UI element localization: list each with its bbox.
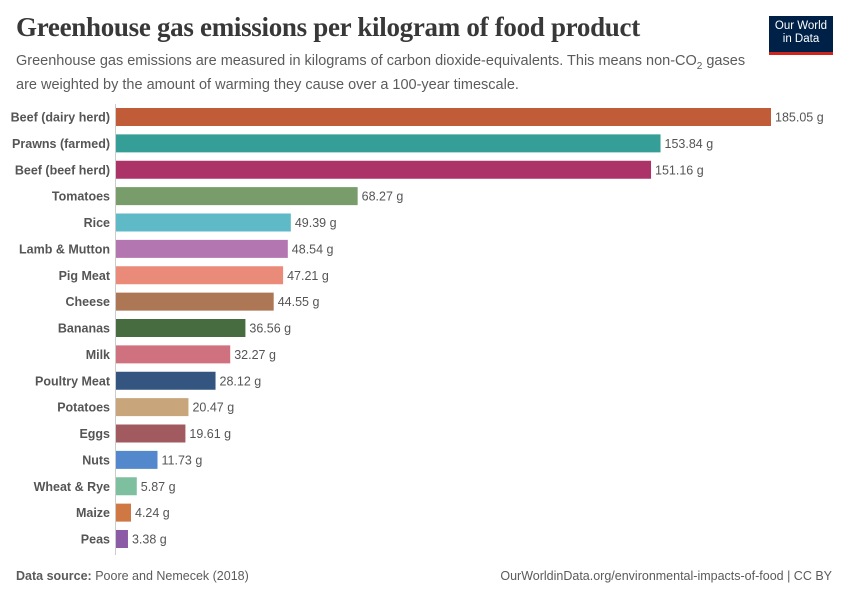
value-label: 151.16 g: [655, 163, 704, 177]
value-label: 44.55 g: [278, 295, 320, 309]
bar[interactable]: [116, 450, 158, 469]
bar[interactable]: [116, 108, 771, 126]
source-text: Poore and Nemecek (2018): [95, 569, 249, 583]
bar[interactable]: [116, 503, 132, 522]
category-label: Lamb & Mutton: [19, 242, 110, 256]
value-label: 19.61 g: [189, 427, 231, 441]
value-label: 3.38 g: [132, 533, 167, 547]
category-label: Beef (beef herd): [15, 163, 110, 177]
data-source: Data source: Poore and Nemecek (2018): [16, 569, 249, 583]
chart-subtitle: Greenhouse gas emissions are measured in…: [16, 52, 756, 95]
source-url[interactable]: OurWorldinData.org/environmental-impacts…: [500, 569, 832, 583]
bar[interactable]: [116, 398, 189, 417]
bar[interactable]: [116, 345, 231, 364]
owid-logo[interactable]: Our World in Data: [769, 16, 833, 55]
value-label: 20.47 g: [192, 401, 234, 415]
value-label: 11.73 g: [162, 453, 203, 467]
bar-chart: Beef (dairy herd) 185.05 g Prawns (farmed)…: [11, 104, 824, 555]
bar[interactable]: [116, 266, 284, 285]
value-label: 5.87 g: [141, 480, 176, 494]
logo-line-1: Our World: [774, 20, 828, 32]
category-label: Prawns (farmed): [12, 137, 110, 151]
category-label: Peas: [81, 533, 110, 547]
subtitle-text-1: Greenhouse gas emissions are measured in…: [16, 53, 697, 69]
bar[interactable]: [116, 424, 186, 443]
value-label: 185.05 g: [775, 111, 824, 125]
bar[interactable]: [116, 292, 274, 311]
category-label: Rice: [84, 216, 110, 230]
bar[interactable]: [116, 213, 291, 232]
subtitle-text-2: gases are weighted by the amount of warm…: [16, 53, 746, 93]
value-label: 32.27 g: [234, 348, 276, 362]
bar[interactable]: [116, 371, 216, 390]
bar[interactable]: [116, 187, 358, 206]
source-label: Data source:: [16, 569, 92, 583]
category-label: Wheat & Rye: [34, 480, 110, 494]
category-label: Nuts: [82, 453, 110, 467]
category-label: Bananas: [58, 322, 110, 336]
value-label: 68.27 g: [362, 190, 404, 204]
value-label: 36.56 g: [249, 322, 291, 336]
bar[interactable]: [116, 477, 137, 496]
value-label: 48.54 g: [292, 242, 334, 256]
value-label: 49.39 g: [295, 216, 337, 230]
value-label: 47.21 g: [287, 269, 329, 283]
category-label: Poultry Meat: [35, 374, 111, 388]
value-label: 28.12 g: [220, 374, 262, 388]
category-label: Tomatoes: [52, 190, 110, 204]
category-label: Pig Meat: [59, 269, 111, 283]
category-label: Maize: [76, 506, 110, 520]
bar[interactable]: [116, 160, 652, 179]
subtitle-subscript: 2: [696, 60, 703, 72]
bar[interactable]: [116, 530, 128, 548]
value-label: 153.84 g: [665, 137, 714, 151]
category-label: Cheese: [66, 295, 111, 309]
bar[interactable]: [116, 239, 288, 258]
category-label: Potatoes: [57, 401, 110, 415]
chart-title: Greenhouse gas emissions per kilogram of…: [16, 12, 640, 42]
value-label: 4.24 g: [135, 506, 170, 520]
category-label: Beef (dairy herd): [11, 111, 110, 125]
logo-line-2: in Data: [782, 33, 820, 45]
category-label: Eggs: [79, 427, 110, 441]
bar[interactable]: [116, 134, 661, 153]
bar[interactable]: [116, 319, 246, 337]
category-label: Milk: [86, 348, 110, 362]
